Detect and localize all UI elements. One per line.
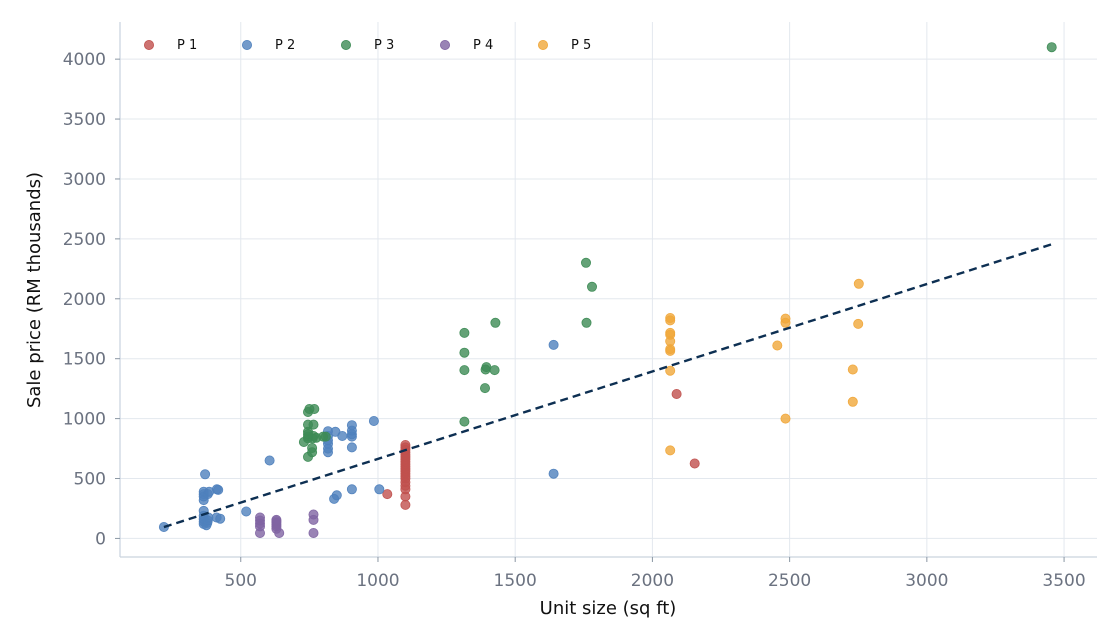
data-point: [853, 318, 864, 329]
legend-label: P 3: [374, 38, 394, 53]
data-point: [548, 468, 559, 479]
x-tick-label: 1500: [494, 571, 537, 591]
legend-item: P 1: [143, 38, 197, 53]
y-tick-label: 1500: [63, 350, 106, 370]
trend-line-group: [163, 243, 1053, 529]
data-point: [337, 430, 348, 441]
data-point: [689, 458, 700, 469]
data-point: [780, 313, 791, 324]
data-point: [400, 499, 411, 510]
data-point: [489, 365, 500, 376]
grid-lines: [120, 22, 1097, 557]
x-tick-label: 1000: [356, 571, 399, 591]
legend-label: P 1: [177, 38, 197, 53]
legend-marker: [340, 40, 351, 51]
y-tick-label: 2500: [63, 230, 106, 250]
data-point: [382, 489, 393, 500]
data-point: [308, 528, 319, 539]
data-point: [308, 419, 319, 430]
series-p1: [382, 388, 700, 510]
data-point: [548, 339, 559, 350]
x-tick-label: 3500: [1042, 571, 1085, 591]
data-point: [671, 388, 682, 399]
data-point: [479, 383, 490, 394]
data-point: [264, 455, 275, 466]
data-point: [368, 415, 379, 426]
data-point: [215, 513, 226, 524]
y-tick-label: 3000: [63, 170, 106, 190]
data-points: [158, 42, 1057, 539]
data-point: [581, 317, 592, 328]
data-point: [587, 281, 598, 292]
data-point: [309, 403, 320, 414]
data-point: [320, 431, 331, 442]
data-point: [459, 347, 470, 358]
legend: P 1 P 2 P 3 P 4 P 5: [143, 38, 591, 53]
y-axis-ticks: 0 500 1000 1500 2000 2500 3000 3500 4000: [63, 50, 120, 549]
series-p3: [298, 42, 1057, 462]
y-tick-label: 2000: [63, 290, 106, 310]
trend-line: [163, 243, 1053, 529]
data-point: [459, 365, 470, 376]
data-point: [331, 490, 342, 501]
data-point: [346, 484, 357, 495]
data-point: [346, 420, 357, 431]
data-point: [271, 514, 282, 525]
data-point: [459, 416, 470, 427]
y-tick-label: 4000: [63, 50, 106, 70]
data-point: [274, 528, 285, 539]
data-point: [665, 327, 676, 338]
data-point: [241, 506, 252, 517]
legend-label: P 5: [571, 38, 591, 53]
data-point: [665, 312, 676, 323]
y-tick-label: 0: [95, 529, 106, 549]
data-point: [400, 439, 411, 450]
legend-label: P 4: [473, 38, 493, 53]
data-point: [772, 340, 783, 351]
data-point: [847, 396, 858, 407]
data-point: [853, 278, 864, 289]
data-point: [490, 317, 501, 328]
series-p4: [254, 509, 319, 539]
y-tick-label: 500: [74, 470, 106, 490]
data-point: [665, 445, 676, 456]
data-point: [1046, 42, 1057, 53]
data-point: [459, 327, 470, 338]
x-tick-label: 3000: [905, 571, 948, 591]
data-point: [200, 469, 211, 480]
legend-marker: [538, 40, 549, 51]
data-point: [780, 413, 791, 424]
data-point: [213, 484, 224, 495]
data-point: [254, 512, 265, 523]
x-axis-ticks: 500 1000 1500 2000 2500 3000 3500: [225, 557, 1086, 591]
x-axis-title: Unit size (sq ft): [540, 598, 677, 619]
legend-item: P 4: [439, 38, 493, 53]
data-point: [581, 257, 592, 268]
y-tick-label: 3500: [63, 110, 106, 130]
legend-marker: [241, 40, 252, 51]
legend-item: P 2: [241, 38, 295, 53]
data-point: [308, 509, 319, 520]
legend-marker: [143, 40, 154, 51]
series-p5: [665, 278, 864, 456]
legend-item: P 5: [538, 38, 591, 53]
legend-label: P 2: [275, 38, 295, 53]
data-point: [346, 442, 357, 453]
data-point: [665, 365, 676, 376]
y-tick-label: 1000: [63, 410, 106, 430]
legend-marker: [439, 40, 450, 51]
x-tick-label: 2000: [631, 571, 674, 591]
axes: [119, 22, 1097, 558]
data-point: [847, 364, 858, 375]
x-tick-label: 500: [225, 571, 257, 591]
y-axis-title: Sale price (RM thousands): [24, 172, 45, 408]
data-point: [374, 484, 385, 495]
legend-item: P 3: [340, 38, 394, 53]
data-point: [307, 442, 318, 453]
x-tick-label: 2500: [768, 571, 811, 591]
